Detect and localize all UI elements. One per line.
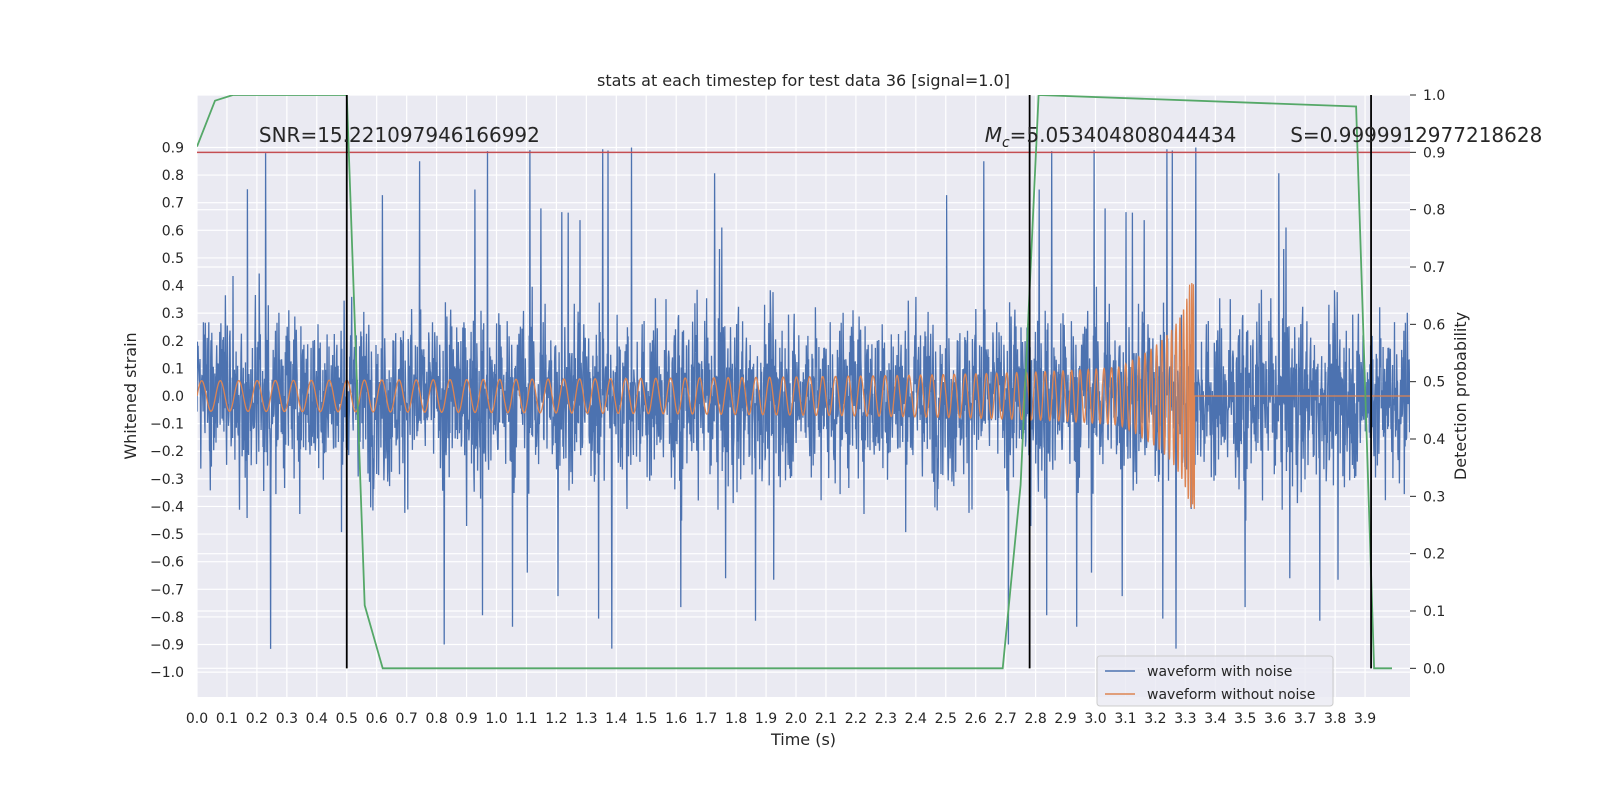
- y-tick-label: −0.2: [150, 444, 184, 460]
- y-tick-label: −0.7: [150, 582, 184, 598]
- x-tick-label: 1.8: [725, 711, 747, 727]
- x-tick-label: 2.3: [875, 711, 897, 727]
- chart-title: stats at each timestep for test data 36 …: [597, 71, 1010, 90]
- significance-annotation: S=0.9999912977218628: [1290, 123, 1542, 147]
- x-axis-label: Time (s): [770, 730, 836, 749]
- x-tick-label: 0.5: [336, 711, 358, 727]
- y-tick-label: −0.1: [150, 417, 184, 433]
- y2-tick-label: 0.7: [1423, 260, 1445, 276]
- y2-tick-label: 1.0: [1423, 88, 1445, 104]
- y2-axis-label: Detection probability: [1451, 312, 1470, 480]
- x-tick-label: 1.0: [485, 711, 507, 727]
- detection-probability-line: [197, 95, 1392, 670]
- x-tick-label: 2.7: [995, 711, 1017, 727]
- x-tick-label: 1.5: [635, 711, 657, 727]
- data-layer: [197, 95, 1410, 670]
- x-tick-label: 0.2: [246, 711, 268, 727]
- ticks: 0.0 0.1 0.2 0.3 0.4 0.5 0.6 0.7 0.8 0.9 1.0 1.1 1.2 1…: [150, 88, 1445, 727]
- x-tick-label: 2.0: [785, 711, 807, 727]
- y-tick-label: 0.5: [162, 251, 184, 267]
- x-tick-label: 3.7: [1294, 711, 1316, 727]
- x-tick-label: 0.0: [186, 711, 208, 727]
- y-tick-label: 0.2: [162, 334, 184, 350]
- x-tick-label: 3.0: [1084, 711, 1106, 727]
- x-tick-label: 3.9: [1354, 711, 1376, 727]
- x-tick-label: 3.5: [1234, 711, 1256, 727]
- x-tick-label: 1.3: [575, 711, 597, 727]
- snr-annotation: SNR=15.221097946166992: [259, 123, 540, 147]
- y-tick-label: −1.0: [150, 665, 184, 681]
- x-tick-label: 1.7: [695, 711, 717, 727]
- x-tick-label: 1.2: [545, 711, 567, 727]
- y2-tick-label: 0.9: [1423, 145, 1445, 161]
- y-tick-label: −0.5: [150, 527, 184, 543]
- x-tick-label: 2.1: [815, 711, 837, 727]
- chirp-mass-subscript: c: [1002, 135, 1010, 151]
- y-tick-label: −0.3: [150, 472, 184, 488]
- x-tick-label: 0.8: [425, 711, 447, 727]
- x-tick-label: 1.9: [755, 711, 777, 727]
- x-tick-label: 3.3: [1174, 711, 1196, 727]
- waveform-without-noise-line: [197, 282, 1410, 509]
- x-tick-label: 2.5: [935, 711, 957, 727]
- y-tick-label: 0.3: [162, 306, 184, 322]
- x-tick-label: 0.3: [276, 711, 298, 727]
- x-tick-label: 3.2: [1144, 711, 1166, 727]
- y-tick-label: 0.4: [162, 279, 184, 295]
- x-tick-label: 0.6: [366, 711, 388, 727]
- y2-tick-label: 0.6: [1423, 317, 1445, 333]
- x-tick-label: 3.1: [1114, 711, 1136, 727]
- y-tick-label: 0.0: [162, 389, 184, 405]
- x-tick-label: 2.9: [1054, 711, 1076, 727]
- x-tick-label: 0.9: [455, 711, 477, 727]
- chirp-mass-annotation: Mc=5.053404808044434: [985, 123, 1237, 151]
- chirp-mass-value: =5.053404808044434: [1010, 123, 1237, 147]
- y2-tick-label: 0.4: [1423, 432, 1445, 448]
- y-tick-label: 0.9: [162, 140, 184, 156]
- x-tick-label: 0.7: [396, 711, 418, 727]
- x-tick-label: 2.8: [1024, 711, 1046, 727]
- x-tick-label: 2.6: [965, 711, 987, 727]
- y-tick-label: −0.9: [150, 638, 184, 654]
- y-tick-label: −0.8: [150, 610, 184, 626]
- y-tick-label: 0.1: [162, 361, 184, 377]
- y2-tick-label: 0.3: [1423, 489, 1445, 505]
- legend: waveform with noise waveform without noi…: [1096, 655, 1334, 707]
- legend-label-with-noise: waveform with noise: [1147, 664, 1292, 680]
- y-axis-label: Whitened strain: [121, 332, 140, 459]
- x-tick-label: 0.4: [306, 711, 328, 727]
- x-tick-label: 3.8: [1324, 711, 1346, 727]
- waveform-with-noise-line: [197, 147, 1410, 649]
- y2-tick-label: 0.8: [1423, 203, 1445, 219]
- y-tick-label: −0.6: [150, 555, 184, 571]
- y-tick-label: 0.7: [162, 196, 184, 212]
- x-tick-label: 2.4: [905, 711, 927, 727]
- y2-tick-label: 0.1: [1423, 604, 1445, 620]
- y-tick-label: −0.4: [150, 499, 184, 515]
- x-tick-label: 1.4: [605, 711, 627, 727]
- x-tick-label: 3.4: [1204, 711, 1226, 727]
- y-tick-label: 0.8: [162, 168, 184, 184]
- legend-box: [1096, 655, 1334, 707]
- y2-tick-label: 0.0: [1423, 661, 1445, 677]
- y2-tick-label: 0.5: [1423, 375, 1445, 391]
- y2-tick-label: 0.2: [1423, 547, 1445, 563]
- chirp-mass-symbol: M: [985, 123, 1002, 147]
- x-tick-label: 2.2: [845, 711, 867, 727]
- x-tick-label: 0.1: [216, 711, 238, 727]
- legend-label-without-noise: waveform without noise: [1147, 687, 1315, 703]
- y-tick-label: 0.6: [162, 223, 184, 239]
- x-tick-label: 1.1: [515, 711, 537, 727]
- x-tick-label: 3.6: [1264, 711, 1286, 727]
- x-tick-label: 1.6: [665, 711, 687, 727]
